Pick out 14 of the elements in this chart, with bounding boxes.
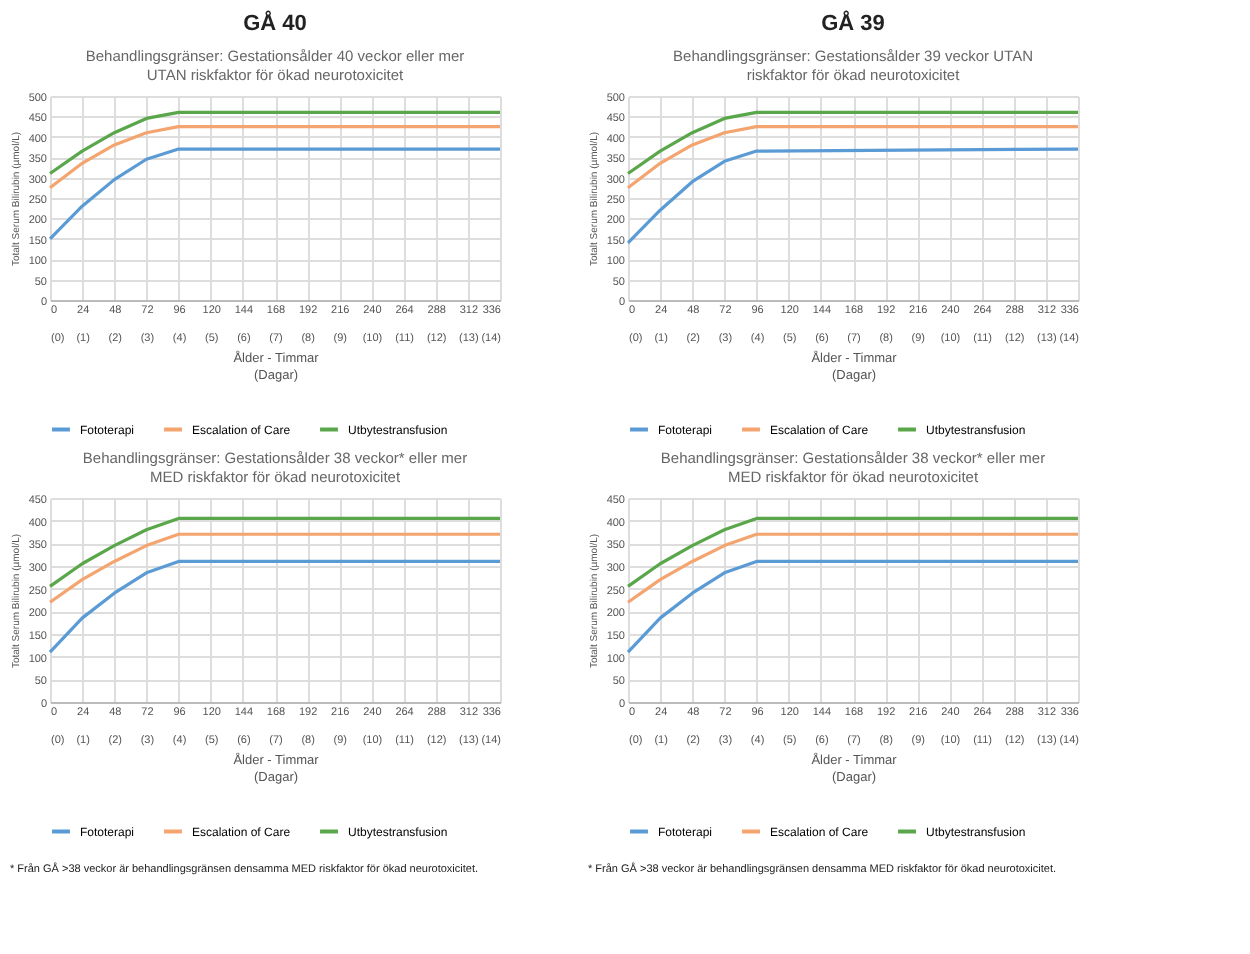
line-series	[626, 559, 1080, 654]
line-series	[48, 125, 502, 190]
text: GÅ 39	[821, 10, 885, 36]
line-series	[48, 110, 502, 176]
text: GÅ 40	[243, 10, 307, 36]
line-series	[48, 147, 502, 241]
line-series	[626, 147, 1080, 245]
line-series	[626, 516, 1080, 588]
line-series	[626, 532, 1080, 604]
line-series	[626, 110, 1080, 176]
line-series	[48, 559, 502, 654]
line-series	[48, 516, 502, 588]
line-series	[626, 125, 1080, 190]
line-series	[48, 532, 502, 604]
